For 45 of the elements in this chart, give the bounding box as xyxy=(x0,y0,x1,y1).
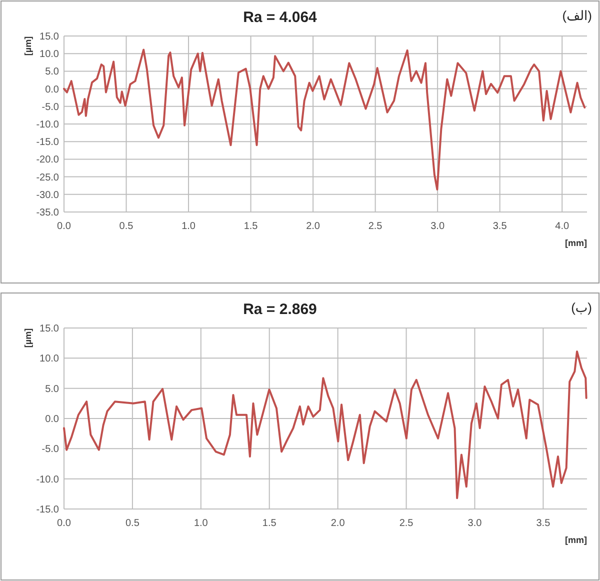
y-axis-title: [µm] xyxy=(23,36,33,56)
chart-title: Ra = 4.064 xyxy=(243,9,318,26)
y-tick-label: 5.0 xyxy=(45,384,60,395)
y-tick-label: -10.0 xyxy=(36,120,60,130)
y-tick-label: 10.0 xyxy=(40,49,60,60)
x-tick-label: 1.0 xyxy=(182,221,196,232)
y-tick-label: 0.0 xyxy=(45,414,60,425)
x-axis-title: [mm] xyxy=(565,238,587,248)
x-tick-label: 1.5 xyxy=(262,518,277,529)
x-tick-label: 0.5 xyxy=(119,221,134,232)
y-tick-label: 15.0 xyxy=(40,324,60,334)
text: (الف) xyxy=(562,8,592,23)
x-tick-label: 2.0 xyxy=(330,518,346,529)
text: (ب) xyxy=(571,300,592,315)
y-tick-label: -30.0 xyxy=(36,190,60,201)
x-tick-label: 2.5 xyxy=(368,221,383,232)
y-tick-label: -15.0 xyxy=(36,137,60,148)
x-tick-label: 3.5 xyxy=(492,221,508,232)
x-tick-label: 0.5 xyxy=(126,518,140,529)
y-tick-label: 5.0 xyxy=(45,66,60,78)
y-tick-label: -25.0 xyxy=(36,172,60,184)
x-tick-label: 1.0 xyxy=(194,518,208,529)
y-tick-label: -10.0 xyxy=(36,474,60,486)
x-tick-label: 3.0 xyxy=(468,518,482,529)
x-tick-label: 2.5 xyxy=(399,518,414,529)
y-tick-label: -20.0 xyxy=(36,154,60,166)
chart-title: Ra = 2.869 xyxy=(243,301,317,318)
x-tick-label: 4.0 xyxy=(555,221,570,232)
x-tick-label: 0.0 xyxy=(57,518,72,529)
y-tick-label: 15.0 xyxy=(40,32,60,42)
x-tick-label: 2.0 xyxy=(306,221,320,232)
x-tick-label: 0.0 xyxy=(57,221,72,232)
y-tick-label: -5.0 xyxy=(42,102,60,113)
y-tick-label: 0.0 xyxy=(45,84,60,96)
y-tick-label: 10.0 xyxy=(40,354,60,365)
y-tick-label: -15.0 xyxy=(36,504,60,516)
line-series xyxy=(63,350,588,500)
x-tick-label: 3.0 xyxy=(430,221,445,232)
x-axis-title: [mm] xyxy=(565,535,587,545)
y-axis-title: [µm] xyxy=(23,328,33,348)
x-tick-label: 3.5 xyxy=(536,518,551,529)
y-tick-label: -5.0 xyxy=(42,444,60,456)
x-tick-label: 1.5 xyxy=(244,221,258,232)
y-tick-label: -35.0 xyxy=(36,208,60,218)
line-series xyxy=(63,48,586,190)
